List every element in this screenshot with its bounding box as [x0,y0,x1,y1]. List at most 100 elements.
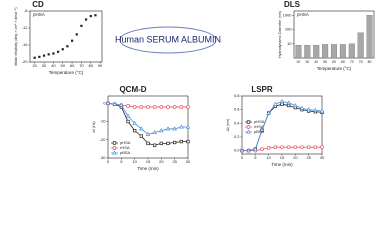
marker [259,127,265,132]
x-axis-label: Time (min) [271,162,293,167]
y-tick-label: -30 [100,155,107,160]
x-tick-label: 30 [320,155,325,160]
marker [165,126,171,131]
y-tick-label: -10 [100,119,107,124]
bar [339,44,346,59]
x-tick-label: 30 [305,60,309,64]
bar [304,44,311,59]
marker [153,143,157,147]
legend-marker [112,141,117,145]
x-tick-label: 15 [280,155,285,160]
marker [146,105,150,109]
x-tick-label: 75 [359,60,363,64]
x-tick-label: 80 [368,60,372,64]
bar [366,15,373,59]
marker [166,141,170,146]
marker [159,105,164,109]
marker [159,141,163,146]
bar [313,44,320,59]
point [56,50,60,53]
marker [139,134,143,138]
point [80,24,83,27]
x-tick-label: 30 [186,159,191,164]
marker [126,119,130,124]
x-tick-label: 20 [297,60,301,64]
marker [159,128,164,133]
legend-label: pBSA [254,129,265,134]
chart-title: QCM-D [119,85,146,94]
marker [119,102,124,107]
marker [279,98,285,104]
point [94,14,97,17]
x-tick-label: 60 [70,63,75,68]
y-tick-label: 0.4 [234,120,240,125]
marker [300,145,304,150]
point [75,33,78,36]
marker [125,113,131,118]
marker [173,140,177,145]
y-tick-label: 0.2 [234,134,240,139]
marker [299,105,305,110]
series-line [107,102,188,146]
y-tick-label: 1000 [283,12,293,17]
center-ellipse [119,26,217,54]
marker [313,145,318,150]
y-axis-label: Δλ (nm) [226,119,230,132]
y-tick-label: 0.0 [234,148,240,153]
marker [172,105,177,109]
marker [266,146,271,150]
y-tick-label: -20 [22,59,29,64]
marker [186,139,190,144]
y-tick-label: -12 [22,25,29,30]
x-axis-label: Temperature (°C) [317,66,352,71]
marker [286,100,291,105]
marker [146,141,150,146]
point [33,56,36,59]
y-axis-label: Hydrodynamic Diameter (nm) [278,11,282,58]
x-tick-label: 20 [32,63,37,68]
marker [280,145,284,150]
annotation: pHSA [297,12,309,17]
marker [132,120,137,125]
legend-label: pHSA [120,140,131,145]
marker [133,128,137,133]
x-tick-label: 25 [172,159,177,164]
legend-label: rHSA [254,124,264,129]
x-tick-label: 40 [314,60,318,64]
center-label: Human SERUM ALBUMIN [115,34,221,44]
figure: Human SERUM ALBUMIN CD Temperature (°C) Mo… [14,0,375,171]
x-tick-label: 20 [159,159,164,164]
marker [185,124,191,129]
point [38,55,41,58]
marker [152,129,157,135]
point [52,52,55,55]
legend-marker [246,125,251,129]
marker [139,126,144,131]
marker [112,101,117,106]
marker [132,105,137,109]
y-axis-label: Δf (Hz) [92,121,96,132]
x-tick-label: 0 [241,155,244,160]
legend-label: pHSA [254,119,265,124]
x-tick-label: 20 [293,155,298,160]
marker [293,103,298,108]
point [85,18,88,21]
marker [266,110,271,115]
x-tick-label: 5 [120,159,123,164]
chart-title: DLS [284,0,301,9]
x-tick-label: 90 [98,63,103,68]
x-tick-label: 15 [146,159,151,164]
x-axis-label: Temperature (°C) [49,70,84,75]
marker [306,145,311,150]
marker [306,107,311,112]
point [70,39,74,42]
y-tick-label: -16 [22,42,29,47]
marker [313,107,318,112]
point [42,54,46,57]
bar [331,44,337,59]
point [89,15,92,18]
chart-title: CD [32,0,44,9]
marker [172,126,177,131]
legend-marker [112,146,117,150]
marker [179,105,184,109]
